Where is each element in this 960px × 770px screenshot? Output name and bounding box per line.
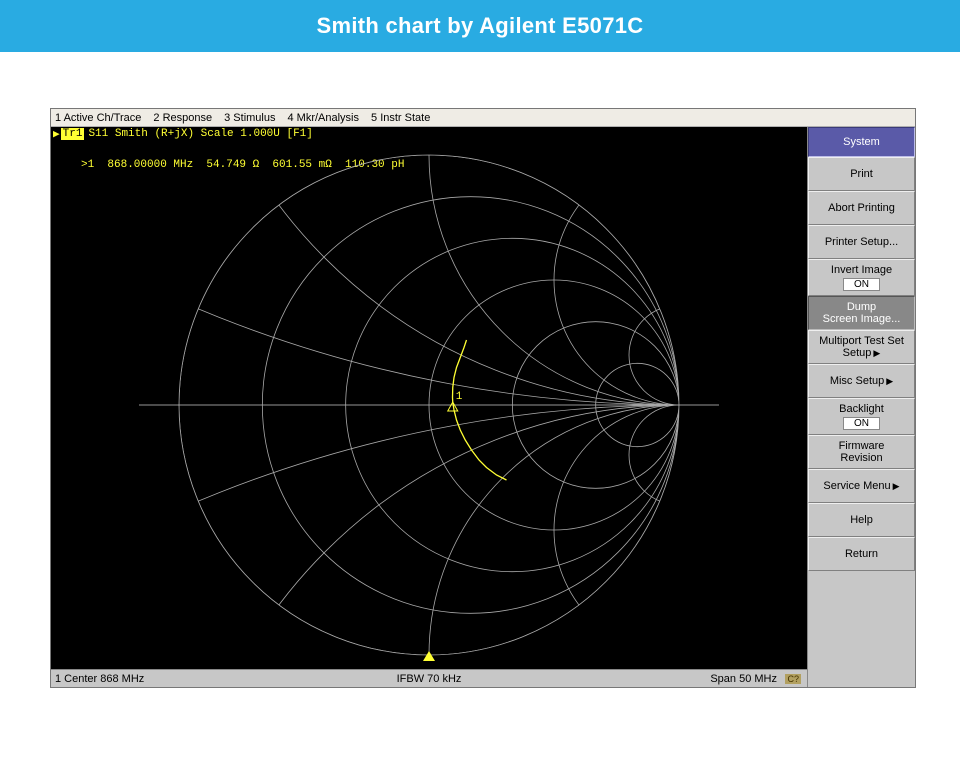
status-c2-badge: C?	[785, 674, 801, 684]
softkey-sidebar: System Print Abort Printing Printer Setup..…	[807, 127, 915, 687]
status-ifbw: IFBW 70 kHz	[397, 673, 462, 685]
softkey-header: System	[808, 127, 915, 157]
trace-badge: Tr1	[61, 128, 85, 140]
body-row: ▶ Tr1 S11 Smith (R+jX) Scale 1.000U [F1]…	[51, 127, 915, 687]
trace-header-text: S11 Smith (R+jX) Scale 1.000U [F1]	[88, 128, 312, 140]
main-column: ▶ Tr1 S11 Smith (R+jX) Scale 1.000U [F1]…	[51, 127, 807, 687]
menu-item[interactable]: 4 Mkr/Analysis	[287, 112, 359, 124]
softkey-label: Abort Printing	[828, 202, 895, 214]
softkey-label: Invert Image	[831, 264, 892, 276]
softkey-label: Revision	[840, 452, 882, 464]
softkey-label: Help	[850, 514, 873, 526]
page-banner: Smith chart by Agilent E5071C	[0, 0, 960, 52]
softkey-button[interactable]: Service Menu▶	[808, 469, 915, 503]
softkey-label: Backlight	[839, 403, 884, 415]
banner-title: Smith chart by Agilent E5071C	[317, 13, 644, 39]
softkey-toggle-value: ON	[843, 417, 880, 430]
chevron-right-icon: ▶	[886, 376, 893, 386]
softkey-toggle-value: ON	[843, 278, 880, 291]
smith-chart-canvas: >1 868.00000 MHz 54.749 Ω 601.55 mΩ 110.…	[51, 141, 807, 669]
softkey-button[interactable]: Misc Setup▶	[808, 364, 915, 398]
status-bar: 1 Center 868 MHz IFBW 70 kHz Span 50 MHz…	[51, 669, 807, 687]
menu-item[interactable]: 5 Instr State	[371, 112, 430, 124]
softkey-label: Service Menu▶	[823, 480, 899, 492]
softkey-label: Printer Setup...	[825, 236, 898, 248]
smith-chart-svg: 1	[51, 141, 807, 669]
status-span: Span 50 MHz	[710, 673, 777, 685]
stimulus-marker-icon	[423, 651, 435, 661]
menu-bar: 1 Active Ch/Trace 2 Response 3 Stimulus 4 M…	[51, 109, 915, 127]
softkey-button[interactable]: Invert Image ON	[808, 259, 915, 296]
softkey-button[interactable]: Backlight ON	[808, 398, 915, 435]
softkey-label: Setup▶	[843, 347, 881, 359]
softkey-label: Firmware	[839, 440, 885, 452]
softkey-label: Return	[845, 548, 878, 560]
chevron-right-icon: ▶	[893, 481, 900, 491]
softkey-button[interactable]: Abort Printing	[808, 191, 915, 225]
chevron-right-icon: ▶	[873, 348, 880, 358]
softkey-button[interactable]: Multiport Test SetSetup▶	[808, 330, 915, 364]
menu-item[interactable]: 2 Response	[153, 112, 212, 124]
softkey-button[interactable]: Help	[808, 503, 915, 537]
softkey-button[interactable]: DumpScreen Image...	[808, 296, 915, 330]
softkey-button[interactable]: FirmwareRevision	[808, 435, 915, 469]
softkey-label: Screen Image...	[823, 313, 901, 325]
softkey-button[interactable]: Return	[808, 537, 915, 571]
softkey-button[interactable]: Printer Setup...	[808, 225, 915, 259]
status-center-freq: 1 Center 868 MHz	[55, 673, 144, 685]
softkey-button[interactable]: Print	[808, 157, 915, 191]
menu-item[interactable]: 3 Stimulus	[224, 112, 275, 124]
instrument-window: 1 Active Ch/Trace 2 Response 3 Stimulus 4 M…	[50, 108, 916, 688]
trace-header: ▶ Tr1 S11 Smith (R+jX) Scale 1.000U [F1]	[51, 127, 807, 141]
softkey-label: Dump	[847, 301, 876, 313]
page-body: 1 Active Ch/Trace 2 Response 3 Stimulus 4 M…	[0, 52, 960, 770]
menu-item[interactable]: 1 Active Ch/Trace	[55, 112, 141, 124]
trace-arrow-icon: ▶	[53, 127, 60, 141]
marker-number-label: 1	[456, 391, 463, 403]
softkey-label: Print	[850, 168, 873, 180]
softkey-label: Misc Setup▶	[830, 375, 893, 387]
softkey-label: Multiport Test Set	[819, 335, 904, 347]
